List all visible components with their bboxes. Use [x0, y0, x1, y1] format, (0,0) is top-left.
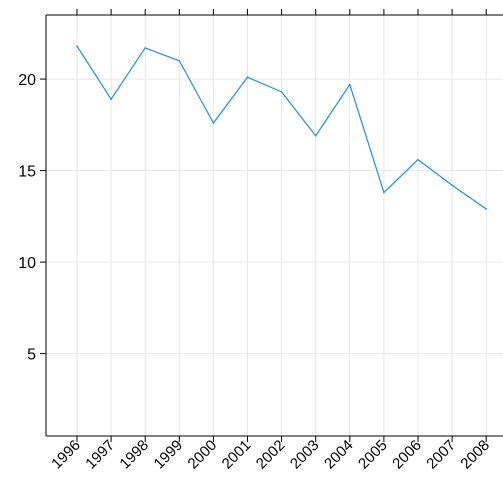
y-tick-label: 15 — [18, 164, 36, 181]
x-tick-label: 1997 — [82, 437, 118, 473]
data-point — [76, 45, 78, 47]
grid-layer — [46, 15, 503, 436]
x-tick-label: 1999 — [151, 437, 187, 473]
axes-layer — [40, 9, 503, 442]
data-point — [212, 122, 215, 124]
y-tick-label: 5 — [27, 347, 36, 364]
x-tick-label: 2007 — [423, 437, 459, 473]
data-point — [451, 184, 453, 187]
data-point — [383, 191, 385, 194]
data-point — [178, 59, 181, 62]
x-tick-label: 2006 — [389, 437, 425, 473]
data-point — [349, 83, 351, 86]
x-tick-label: 1998 — [116, 437, 152, 473]
tick-label-layer: 5101520199619971998199920002001200220032… — [18, 72, 493, 472]
data-point — [485, 208, 488, 210]
x-tick-label: 2003 — [287, 437, 323, 473]
x-tick-label: 1996 — [48, 437, 84, 473]
data-point — [246, 76, 249, 79]
data-point — [280, 91, 283, 93]
data-point — [314, 135, 317, 137]
data-point — [110, 98, 112, 100]
x-tick-label: 2001 — [219, 437, 255, 473]
x-tick-label: 2004 — [321, 437, 357, 473]
y-tick-label: 20 — [18, 72, 36, 89]
x-tick-label: 2002 — [253, 437, 289, 473]
y-tick-label: 10 — [18, 255, 36, 272]
series-layer — [76, 45, 488, 210]
x-tick-label: 2008 — [457, 437, 493, 473]
data-point — [144, 47, 146, 49]
data-point — [417, 158, 419, 161]
x-tick-label: 2000 — [185, 437, 221, 473]
x-tick-label: 2005 — [355, 437, 391, 473]
